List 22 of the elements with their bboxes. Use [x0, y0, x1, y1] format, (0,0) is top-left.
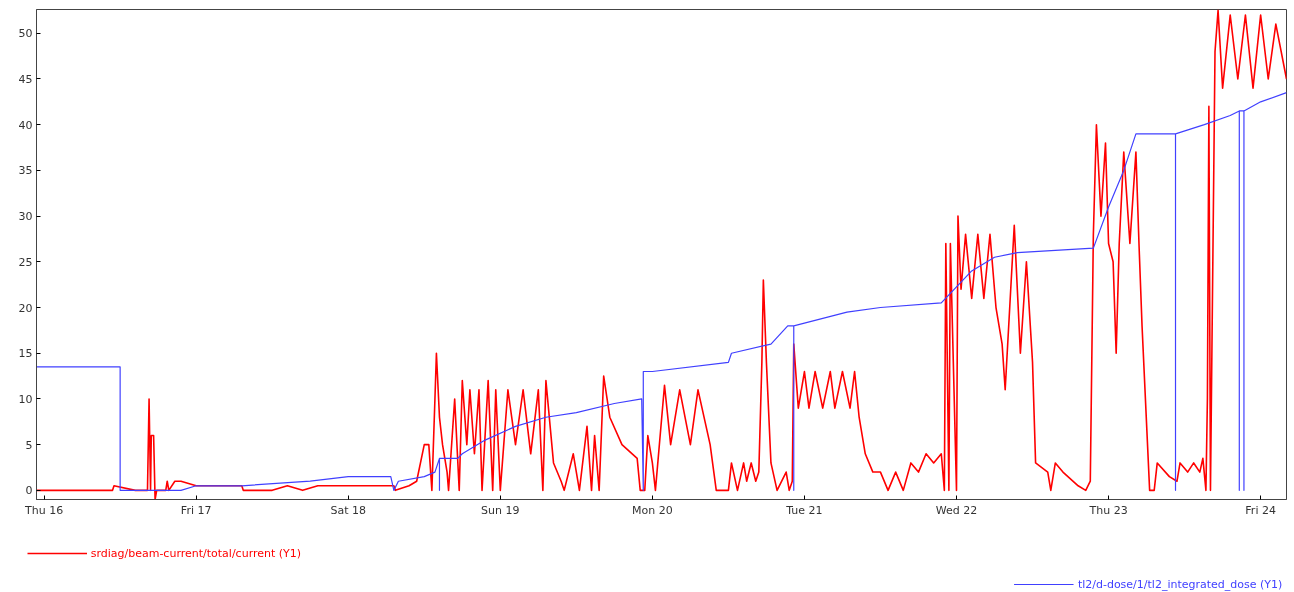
y-tick-label: 30 [18, 210, 33, 224]
y-tick-label: 10 [18, 392, 33, 406]
y-tick-label: 40 [18, 118, 33, 132]
y-tick-label: 5 [25, 438, 33, 452]
y-tick-label: 0 [25, 484, 33, 498]
x-tick-label: Mon 20 [632, 503, 673, 517]
x-tick-label: Fri 24 [1245, 503, 1276, 517]
y-tick-label: 20 [18, 301, 33, 315]
text: srdiag/beam-current/total/current (Y1) [90, 546, 302, 560]
x-tick-label: Wed 22 [935, 503, 978, 517]
text: tl2/d-dose/1/tl2_integrated_dose (Y1) [1077, 577, 1283, 591]
x-tick-label: Thu 23 [1088, 503, 1128, 517]
y-tick-label: 15 [18, 347, 33, 361]
y-tick-label: 25 [18, 255, 33, 269]
x-tick-label: Sun 19 [481, 503, 520, 517]
y-tick-label: 45 [18, 72, 33, 86]
x-tick-label: Tue 21 [785, 503, 823, 517]
y-tick-label: 50 [18, 27, 33, 41]
x-tick-label: Sat 18 [330, 503, 366, 517]
y-tick-label: 35 [18, 164, 33, 178]
x-tick-label: Fri 17 [180, 503, 212, 517]
x-tick-label: Thu 16 [24, 503, 64, 517]
